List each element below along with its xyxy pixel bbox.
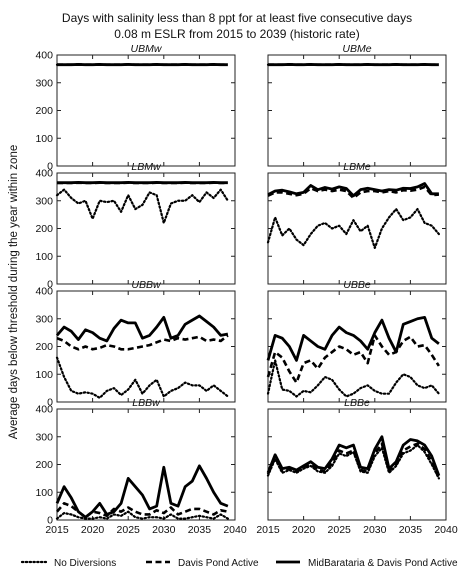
- series-line-dotted: [55, 356, 229, 399]
- series-line-dotted: [266, 359, 440, 398]
- y-tick-label: 300: [35, 431, 53, 443]
- panel-title: LBMw: [131, 161, 162, 173]
- series-line-dashed: [56, 334, 229, 351]
- series-line-dashed: [266, 334, 440, 384]
- y-tick-label: 0: [47, 515, 53, 527]
- x-tick-label: 2025: [328, 524, 352, 536]
- series-line-solid: [55, 464, 229, 519]
- x-tick-label: 2025: [117, 524, 141, 536]
- series-line-dashed: [56, 502, 229, 519]
- panel-title: LBMe: [343, 161, 371, 173]
- y-tick-label: 200: [35, 223, 53, 235]
- y-tick-label: 100: [35, 369, 53, 381]
- chart-title-line-1: Days with salinity less than 8 ppt for a…: [62, 11, 412, 25]
- panel-lbbw: LBBw 0 100 200 300 400 2015 2020 2025 2030 2035 204…: [35, 397, 246, 536]
- panel-title: UBBw: [131, 279, 162, 291]
- y-tick-label: 100: [35, 133, 53, 145]
- panel-frame: [56, 54, 236, 167]
- panel-title: UBMw: [131, 43, 163, 55]
- panel-lbme: LBMe: [266, 161, 447, 285]
- series-line-solid: [267, 182, 439, 198]
- x-tick-label: 2015: [256, 524, 280, 536]
- x-tick-label: 2030: [363, 524, 387, 536]
- panel-ubbw: UBBw 0 100 200 300 400: [35, 279, 236, 409]
- series-line-dotted: [266, 443, 440, 480]
- panel-lbbe: LBBe 2015 2020 2025 2030 2035 2040: [256, 397, 458, 536]
- y-tick-label: 0: [47, 279, 53, 291]
- series-line-dotted: [266, 207, 440, 250]
- y-tick-label: 0: [47, 397, 53, 409]
- series-line-dotted: [55, 188, 229, 225]
- y-tick-label: 300: [35, 77, 53, 89]
- y-tick-label: 200: [35, 459, 53, 471]
- series-line-solid: [55, 314, 229, 343]
- y-tick-label: 300: [35, 195, 53, 207]
- panel-frame: [267, 172, 447, 285]
- y-tick-label: 100: [35, 487, 53, 499]
- panel-frame: [56, 172, 236, 285]
- panel-ubmw: UBMw 0 100 200 300 400: [35, 43, 236, 173]
- x-tick-label: 2040: [223, 524, 247, 536]
- y-tick-label: 200: [35, 341, 53, 353]
- series-line-solid: [266, 435, 441, 477]
- series-line-solid: [266, 315, 440, 362]
- panel-title: UBBe: [343, 279, 371, 291]
- x-tick-label: 2020: [292, 524, 316, 536]
- panel-ubme: UBMe: [266, 43, 447, 167]
- x-tick-label: 2015: [45, 524, 69, 536]
- legend: No Diversions Davis Pond Active MidBaratar…: [20, 558, 458, 569]
- x-tick-label: 2030: [152, 524, 176, 536]
- y-tick-label: 100: [35, 251, 53, 263]
- y-axis-label: Average days below threshold during the …: [8, 145, 20, 440]
- y-tick-label: 300: [35, 313, 53, 325]
- x-tick-label: 2040: [434, 524, 458, 536]
- legend-label: Davis Pond Active: [178, 558, 259, 569]
- y-tick-label: 200: [35, 105, 53, 117]
- x-tick-label: 2035: [188, 524, 212, 536]
- y-tick-label: 400: [35, 168, 53, 180]
- y-tick-label: 400: [35, 50, 53, 62]
- y-tick-label: 400: [35, 404, 53, 416]
- panel-frame: [267, 54, 447, 167]
- chart-title-line-2: 0.08 m ESLR from 2015 to 2039 (historic …: [114, 27, 359, 41]
- panel-title: LBBe: [344, 397, 370, 409]
- x-tick-label: 2020: [81, 524, 105, 536]
- panel-title: LBBw: [132, 397, 161, 409]
- legend-label: No Diversions: [54, 558, 116, 569]
- y-tick-label: 400: [35, 286, 53, 298]
- x-tick-label: 2035: [399, 524, 423, 536]
- legend-label: MidBarataria & Davis Pond Active: [308, 558, 458, 569]
- panel-title: UBMe: [342, 43, 371, 55]
- panel-ubbe: UBBe: [266, 279, 447, 403]
- panels-group: UBMw0100200300400UBMeLBMw0100200300400LB…: [35, 43, 457, 536]
- panel-lbmw: LBMw 0 100 200 300 400: [35, 161, 236, 291]
- y-tick-label: 0: [47, 161, 53, 173]
